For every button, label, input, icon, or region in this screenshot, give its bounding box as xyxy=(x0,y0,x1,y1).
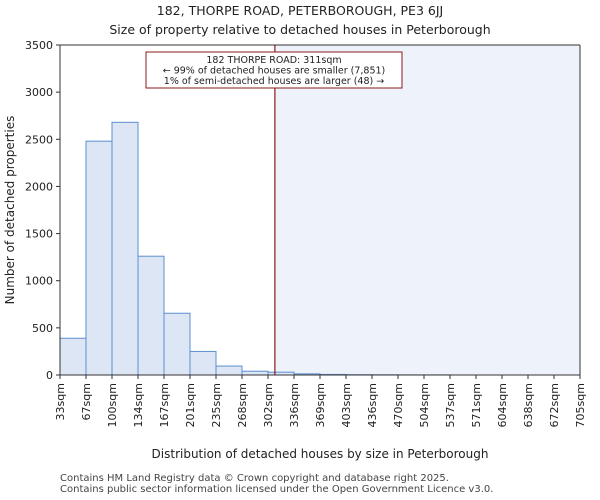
x-tick-label: 537sqm xyxy=(444,383,457,427)
y-tick-label: 2000 xyxy=(25,180,53,193)
x-tick-label: 705sqm xyxy=(574,383,587,427)
histogram-bar xyxy=(85,140,113,376)
x-tick-label: 33sqm xyxy=(54,383,67,420)
y-tick-label: 500 xyxy=(32,322,53,335)
x-tick-label: 638sqm xyxy=(522,383,535,427)
chart-title: 182, THORPE ROAD, PETERBOROUGH, PE3 6JJ xyxy=(156,3,444,18)
y-tick-label: 1000 xyxy=(25,275,53,288)
highlight-region xyxy=(274,45,580,375)
chart-subtitle: Size of property relative to detached ho… xyxy=(109,22,491,37)
x-tick-label: 604sqm xyxy=(496,383,509,427)
x-tick-label: 268sqm xyxy=(236,383,249,427)
y-tick-label: 3000 xyxy=(25,86,53,99)
x-tick-label: 336sqm xyxy=(288,383,301,427)
annotation-line: ← 99% of detached houses are smaller (7,… xyxy=(163,66,386,77)
x-tick-label: 302sqm xyxy=(262,383,275,427)
y-tick-label: 0 xyxy=(46,369,53,382)
x-tick-label: 167sqm xyxy=(158,383,171,427)
histogram-bar xyxy=(163,312,191,376)
y-tick-label: 1500 xyxy=(25,228,53,241)
x-tick-label: 235sqm xyxy=(210,383,223,427)
histogram-bar xyxy=(111,121,139,376)
x-tick-label: 436sqm xyxy=(366,383,379,427)
annotation-line: 182 THORPE ROAD: 311sqm xyxy=(206,55,341,66)
x-tick-label: 67sqm xyxy=(80,383,93,420)
y-tick-label: 3500 xyxy=(25,39,53,52)
y-tick-label: 2500 xyxy=(25,133,53,146)
x-tick-label: 504sqm xyxy=(418,383,431,427)
histogram-bar xyxy=(59,337,87,376)
x-tick-label: 201sqm xyxy=(184,383,197,427)
x-tick-label: 134sqm xyxy=(132,383,145,427)
x-tick-label: 470sqm xyxy=(392,383,405,427)
annotation-box xyxy=(145,51,403,89)
histogram-bar xyxy=(189,350,217,376)
histogram-bar xyxy=(215,365,243,376)
x-axis-label: Distribution of detached houses by size … xyxy=(152,447,489,461)
x-tick-label: 571sqm xyxy=(470,383,483,427)
x-tick-label: 100sqm xyxy=(106,383,119,427)
x-tick-label: 672sqm xyxy=(548,383,561,427)
y-axis-label: Number of detached properties xyxy=(3,116,17,305)
footer-licence-line: Contains public sector information licen… xyxy=(60,484,494,495)
x-tick-label: 369sqm xyxy=(314,383,327,427)
histogram-bar xyxy=(241,370,269,376)
annotation-line: 1% of semi-detached houses are larger (4… xyxy=(164,76,384,87)
x-tick-label: 403sqm xyxy=(340,383,353,427)
footer-copyright-line: Contains HM Land Registry data © Crown c… xyxy=(60,473,449,484)
histogram-bar xyxy=(137,255,165,376)
